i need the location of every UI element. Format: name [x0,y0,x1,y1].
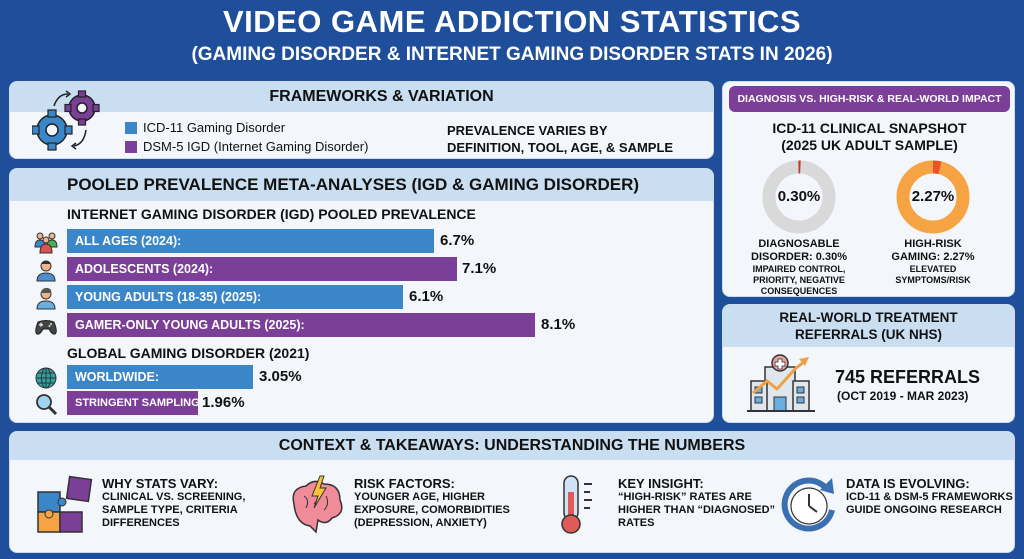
snapshot-line-2: (2025 UK ADULT SAMPLE) [781,137,958,153]
puzzle-icon [37,475,93,533]
context-panel: CONTEXT & TAKEAWAYS: UNDERSTANDING THE N… [9,431,1015,553]
context-item-title: DATA IS EVOLVING: [846,476,970,491]
gears-cycle-icon [32,90,100,151]
bar-row-gamer-only: GAMER-ONLY YOUNG ADULTS (2025): 8.1% [10,313,710,337]
framework-legend: ICD-11 Gaming Disorder DSM-5 IGD (Intern… [125,118,368,156]
donut-value: 0.30% [777,188,821,205]
pooled-title: POOLED PREVALENCE META-ANALYSES (IGD & G… [10,169,713,201]
diagnosable-label: DIAGNOSABLE DISORDER: 0.30% IMPAIRED CON… [734,238,864,297]
bar-row-stringent: STRINGENT SAMPLING: 1.96% [10,391,710,416]
bar-value: 7.1% [462,260,497,277]
context-text: RISK FACTORS: YOUNGER AGE, HIGHER EXPOSU… [354,476,524,530]
donut-value: 2.27% [911,188,955,205]
diagnosis-header: DIAGNOSIS VS. HIGH-RISK & REAL-WORLD IMP… [729,86,1010,112]
context-title: CONTEXT & TAKEAWAYS: UNDERSTANDING THE N… [10,432,1014,460]
clock-cycle-icon [781,477,835,532]
bar-value: 3.05% [259,368,302,385]
bar-all-ages: ALL AGES (2024): [67,229,434,253]
bar-value: 6.7% [440,232,475,249]
label-line: GAMING: 2.27% [891,251,975,263]
frameworks-panel: FRAMEWORKS & VARIATION ICD-11 Gaming Dis… [9,81,714,159]
context-text: WHY STATS VARY: CLINICAL VS. SCREENING, … [102,476,272,530]
label-sub: ELEVATED [909,264,957,274]
context-item-title: WHY STATS VARY: [102,476,219,491]
snapshot-line-1: ICD-11 CLINICAL SNAPSHOT [772,120,967,136]
blue-swatch-icon [125,121,137,134]
label-sub: IMPAIRED CONTROL, [752,264,846,274]
pooled-prevalence-panel: POOLED PREVALENCE META-ANALYSES (IGD & G… [9,168,714,423]
variation-line-2: DEFINITION, TOOL, AGE, & SAMPLE [447,140,674,155]
bar-value: 6.1% [409,288,444,305]
referrals-title-line-2: REFERRALS (UK NHS) [795,327,942,342]
thermometer-icon [561,475,592,534]
purple-swatch-icon [125,140,137,153]
adolescent-icon [36,260,56,282]
variation-note: PREVALENCE VARIES BY DEFINITION, TOOL, A… [447,122,673,156]
referrals-title-line-1: REAL-WORLD TREATMENT [779,310,958,325]
global-section-label: GLOBAL GAMING DISORDER (2021) [67,345,310,361]
legend-item-icd11: ICD-11 Gaming Disorder [125,118,368,137]
referral-count: 745 REFERRALS [835,367,981,387]
bar-adolescents: ADOLESCENTS (2024): [67,257,457,281]
page-subtitle: (GAMING DISORDER & INTERNET GAMING DISOR… [191,44,833,65]
bar-row-adolescents: ADOLESCENTS (2024): 7.1% [10,257,710,282]
page-title: VIDEO GAME ADDICTION STATISTICS [222,4,802,39]
context-text: DATA IS EVOLVING: ICD-11 & DSM-5 FRAMEWO… [846,476,1016,517]
bar-value: 1.96% [202,394,245,411]
bar-gamer-only: GAMER-ONLY YOUNG ADULTS (2025): [67,313,535,337]
context-item-body: “HIGH-RISK” RATES ARE HIGHER THAN “DIAGN… [618,491,776,529]
legend-label: DSM-5 IGD (Internet Gaming Disorder) [143,139,369,154]
group-icon [34,232,58,254]
bar-row-worldwide: WORLDWIDE: 3.05% [10,365,710,389]
high-risk-label: HIGH-RISK GAMING: 2.27% ELEVATED SYMPTOM… [868,238,998,286]
label-sub: CONSEQUENCES [760,286,838,296]
donut-diagnosable: 0.30% [761,159,837,235]
hospital-growth-icon [747,354,815,412]
legend-item-dsm5: DSM-5 IGD (Internet Gaming Disorder) [125,137,368,156]
context-text: KEY INSIGHT: “HIGH-RISK” RATES ARE HIGHE… [618,476,788,530]
igd-section-label: INTERNET GAMING DISORDER (IGD) POOLED PR… [67,206,476,222]
legend-label: ICD-11 Gaming Disorder [143,120,286,135]
referrals-title: REAL-WORLD TREATMENT REFERRALS (UK NHS) [723,305,1014,347]
gamepad-icon [35,320,57,335]
diagnosis-panel: DIAGNOSIS VS. HIGH-RISK & REAL-WORLD IMP… [722,81,1015,297]
bar-young-adults: YOUNG ADULTS (18-35) (2025): [67,285,403,309]
label-sub: PRIORITY, NEGATIVE [753,275,845,285]
bar-value: 8.1% [541,316,576,333]
context-item-title: RISK FACTORS: [354,476,455,491]
snapshot-title: ICD-11 CLINICAL SNAPSHOT (2025 UK ADULT … [723,120,1016,154]
referrals-panel: REAL-WORLD TREATMENT REFERRALS (UK NHS) … [722,304,1015,423]
bar-row-young-adults: YOUNG ADULTS (18-35) (2025): 6.1% [10,285,710,310]
context-item-title: KEY INSIGHT: [618,476,704,491]
label-line: HIGH-RISK [904,238,962,250]
variation-line-1: PREVALENCE VARIES BY [447,123,608,138]
donut-ring-icon [762,160,836,234]
frameworks-title: FRAMEWORKS & VARIATION [10,82,713,112]
label-line: DIAGNOSABLE [758,238,840,250]
bar-worldwide: WORLDWIDE: [67,365,253,389]
magnifier-icon [36,394,58,416]
donut-ring-icon [896,160,970,234]
donut-high-risk: 2.27% [895,159,971,235]
context-item-body: ICD-11 & DSM-5 FRAMEWORKS GUIDE ONGOING … [846,491,1013,516]
label-sub: SYMPTOMS/RISK [895,275,971,285]
referral-period: (OCT 2019 - MAR 2023) [837,389,969,403]
brain-icon [292,475,343,534]
young-adult-icon [36,287,56,310]
context-item-body: CLINICAL VS. SCREENING, SAMPLE TYPE, CRI… [102,491,246,529]
bar-stringent: STRINGENT SAMPLING: [67,391,198,415]
globe-icon [35,367,57,389]
label-line: DISORDER: 0.30% [751,251,847,263]
bar-row-all-ages: ALL AGES (2024): 6.7% [10,229,710,254]
context-item-body: YOUNGER AGE, HIGHER EXPOSURE, COMORBIDIT… [354,491,510,529]
